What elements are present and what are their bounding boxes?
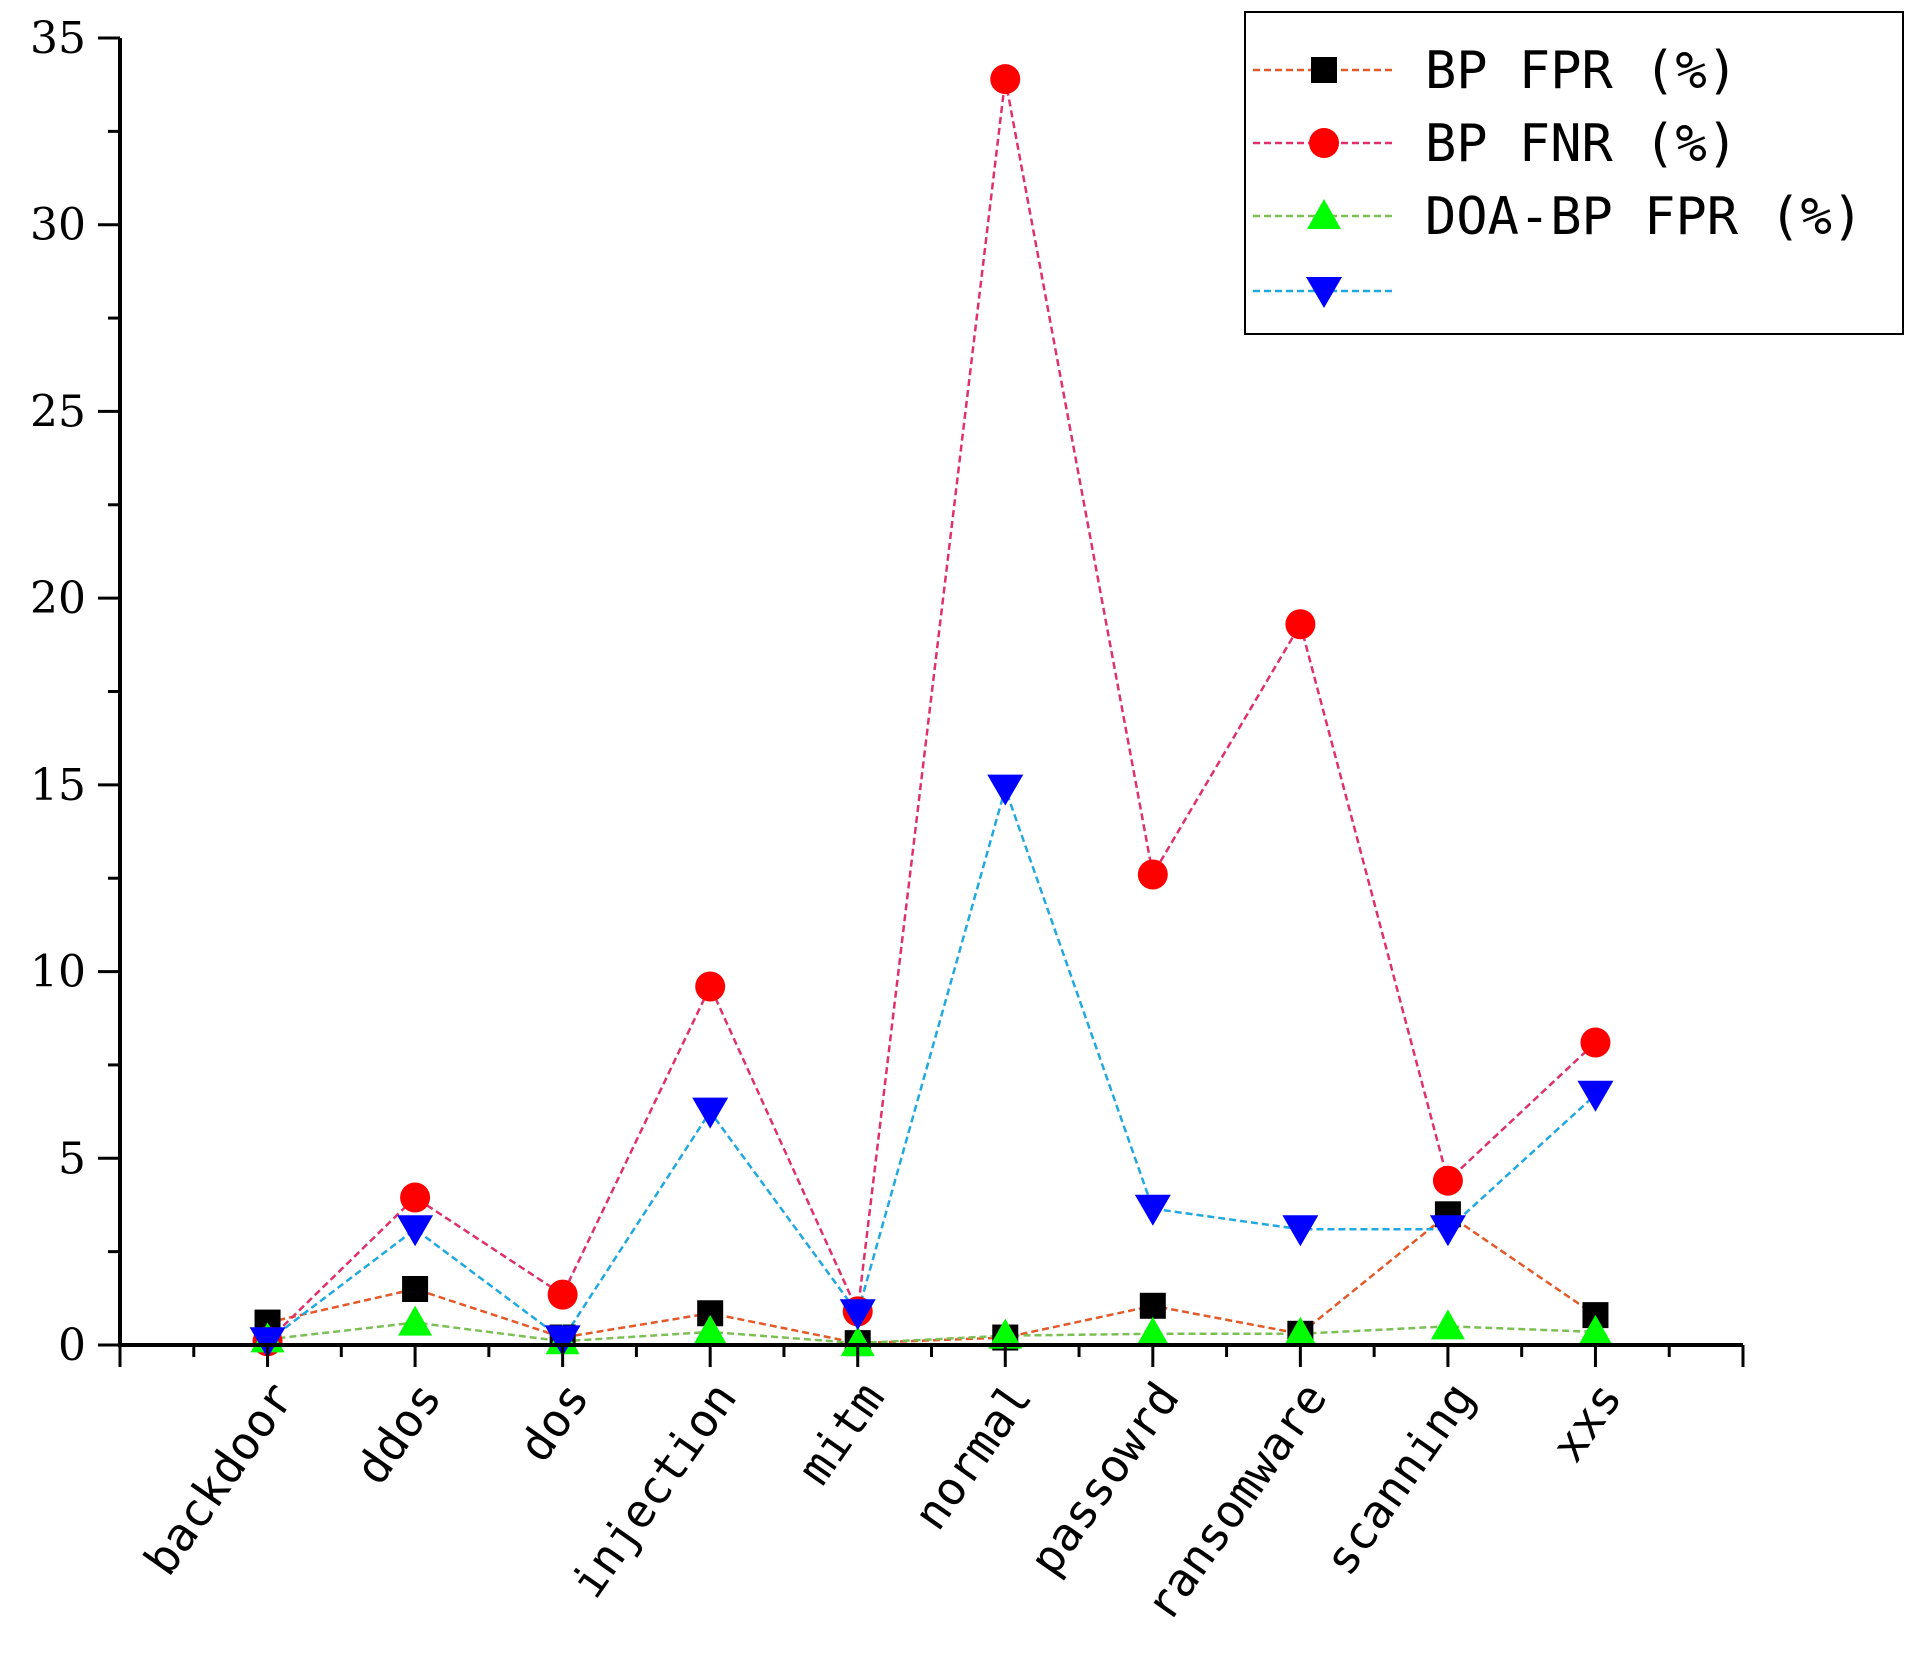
legend-marker <box>1311 57 1337 83</box>
series-lines <box>266 78 1597 1345</box>
x-tick-label: normal <box>903 1372 1043 1539</box>
data-point-series-3 <box>1134 1194 1171 1226</box>
data-point-series-3 <box>544 1325 581 1357</box>
data-point-series-2 <box>693 1314 728 1345</box>
data-point-series-1 <box>400 1182 431 1213</box>
data-point-series-2 <box>398 1305 433 1336</box>
data-point-series-3 <box>397 1215 434 1247</box>
data-point-series-2 <box>1283 1316 1318 1347</box>
legend: BP FPR (%) BP FNR (%) DOA-BP FPR (%) <box>1244 11 1904 335</box>
data-point-series-0 <box>1139 1292 1166 1319</box>
data-point-series-1 <box>1432 1165 1463 1196</box>
data-point-series-3 <box>987 774 1024 806</box>
x-tick-label: dos <box>508 1372 600 1471</box>
legend-marker <box>1307 199 1341 229</box>
data-point-series-3 <box>249 1327 286 1359</box>
legend-label: BP FNR (%) <box>1425 114 1738 174</box>
series-line-2 <box>267 1321 1596 1345</box>
legend-marker <box>1306 277 1342 308</box>
data-point-series-1 <box>695 971 726 1002</box>
series-line-0 <box>267 1212 1597 1345</box>
legend-box <box>1244 11 1904 335</box>
data-point-series-1 <box>1137 859 1168 890</box>
y-tick-label: 5 <box>58 1133 86 1184</box>
x-tick-label: mitm <box>787 1372 895 1494</box>
series-line-3 <box>266 784 1597 1343</box>
x-tick-label: passowrd <box>1019 1372 1190 1584</box>
data-point-series-2 <box>1430 1309 1465 1340</box>
data-point-series-1 <box>1580 1027 1611 1058</box>
legend-label: BP FPR (%) <box>1425 41 1738 101</box>
y-tick-label: 15 <box>30 760 86 811</box>
data-point-series-3 <box>1282 1215 1319 1247</box>
y-tick-label: 35 <box>30 13 86 64</box>
series-markers <box>249 64 1614 1359</box>
y-tick-label: 25 <box>30 386 86 437</box>
data-point-series-3 <box>839 1299 876 1331</box>
legend-marker <box>1309 128 1339 158</box>
data-point-series-2 <box>840 1326 875 1357</box>
data-point-series-1 <box>1285 609 1316 640</box>
data-point-series-2 <box>988 1318 1023 1349</box>
series-line-1 <box>266 78 1597 1343</box>
y-tick-label: 0 <box>58 1320 86 1371</box>
data-point-series-3 <box>692 1097 729 1129</box>
y-tick-label: 10 <box>30 947 86 998</box>
x-tick-label: scanning <box>1314 1372 1485 1584</box>
data-point-series-2 <box>1135 1316 1170 1347</box>
data-point-series-1 <box>990 64 1021 95</box>
data-point-series-1 <box>547 1279 578 1310</box>
data-point-series-2 <box>1578 1314 1613 1345</box>
data-point-series-3 <box>1429 1215 1466 1247</box>
data-point-series-3 <box>1577 1080 1614 1112</box>
legend-label: DOA-BP FPR (%) <box>1425 187 1863 247</box>
y-tick-label: 30 <box>30 200 86 251</box>
y-ticks: 0 5 10 15 20 25 30 35 <box>30 13 120 1371</box>
y-tick-label: 20 <box>30 573 86 624</box>
x-tick-label: xxs <box>1541 1372 1633 1471</box>
x-tick-label: ddos <box>344 1372 452 1494</box>
x-tick-label: backdoor <box>133 1372 304 1584</box>
data-point-series-0 <box>402 1275 429 1302</box>
